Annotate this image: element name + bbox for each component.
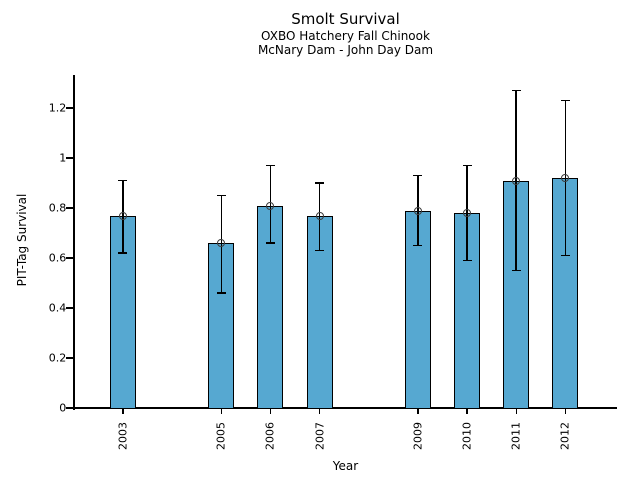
chart-subtitle-line1: OXBO Hatchery Fall Chinook bbox=[261, 29, 430, 43]
x-tick-2005 bbox=[220, 409, 222, 414]
y-axis-spine bbox=[72, 75, 75, 410]
y-tick-0.6 bbox=[66, 257, 73, 259]
x-tick-label-2010: 2010 bbox=[460, 422, 474, 450]
error-cap-bottom-2011 bbox=[511, 269, 521, 272]
y-tick-0.8 bbox=[66, 207, 73, 209]
error-cap-top-2012 bbox=[560, 99, 570, 102]
error-cap-bottom-2003 bbox=[118, 252, 128, 254]
x-axis-spine bbox=[72, 407, 617, 409]
error-cap-top-2003 bbox=[118, 179, 128, 182]
marker-2007 bbox=[315, 211, 324, 220]
y-tick-label-1.2: 1.2 bbox=[48, 101, 67, 115]
y-tick-label-0.8: 0.8 bbox=[48, 201, 67, 215]
error-cap-top-2009 bbox=[413, 174, 423, 177]
marker-2012 bbox=[561, 174, 570, 182]
y-tick-0.2 bbox=[66, 357, 73, 359]
y-tick-label-0.4: 0.4 bbox=[48, 301, 67, 315]
marker-2003 bbox=[118, 211, 127, 220]
error-cap-bottom-2009 bbox=[413, 244, 423, 247]
error-cap-bottom-2005 bbox=[216, 292, 226, 294]
y-tick-0.4 bbox=[66, 307, 73, 309]
y-tick-1 bbox=[66, 157, 73, 159]
y-tick-label-0: 0 bbox=[59, 401, 67, 415]
error-cap-top-2006 bbox=[265, 164, 275, 167]
chart-title: Smolt Survival bbox=[291, 10, 400, 28]
x-tick-2007 bbox=[318, 409, 321, 414]
x-tick-2011 bbox=[515, 409, 517, 414]
x-tick-label-2006: 2006 bbox=[263, 422, 277, 450]
error-cap-bottom-2012 bbox=[560, 254, 570, 257]
marker-2010 bbox=[463, 209, 472, 217]
error-cap-top-2010 bbox=[462, 164, 472, 167]
x-tick-2009 bbox=[417, 409, 419, 414]
x-tick-label-2007: 2007 bbox=[313, 422, 327, 450]
error-cap-bottom-2006 bbox=[265, 242, 275, 244]
error-cap-top-2005 bbox=[216, 194, 226, 197]
x-axis-title: Year bbox=[332, 459, 359, 473]
x-tick-2003 bbox=[122, 409, 124, 414]
x-tick-label-2009: 2009 bbox=[411, 422, 425, 450]
y-tick-1.2 bbox=[66, 107, 73, 109]
bar-2006 bbox=[257, 205, 284, 409]
chart-subtitle-line2: McNary Dam - John Day Dam bbox=[257, 43, 434, 57]
y-tick-label-1: 1 bbox=[59, 151, 67, 165]
x-tick-label-2003: 2003 bbox=[116, 422, 130, 450]
x-tick-2006 bbox=[269, 409, 272, 414]
x-tick-2010 bbox=[466, 409, 468, 414]
marker-2006 bbox=[266, 201, 275, 210]
y-tick-label-0.2: 0.2 bbox=[48, 351, 67, 365]
error-cap-top-2007 bbox=[315, 182, 325, 184]
marker-2011 bbox=[512, 176, 521, 185]
bar-2009 bbox=[404, 210, 431, 409]
error-cap-bottom-2007 bbox=[315, 249, 325, 252]
marker-2009 bbox=[413, 206, 422, 215]
y-tick-0 bbox=[66, 407, 73, 409]
error-cap-bottom-2010 bbox=[462, 259, 472, 262]
x-tick-label-2012: 2012 bbox=[558, 422, 572, 450]
x-tick-label-2011: 2011 bbox=[509, 422, 523, 450]
x-tick-label-2005: 2005 bbox=[214, 422, 228, 450]
y-tick-label-0.6: 0.6 bbox=[48, 251, 67, 265]
error-cap-top-2011 bbox=[511, 89, 521, 92]
x-tick-2012 bbox=[564, 409, 567, 414]
marker-2005 bbox=[217, 239, 226, 247]
